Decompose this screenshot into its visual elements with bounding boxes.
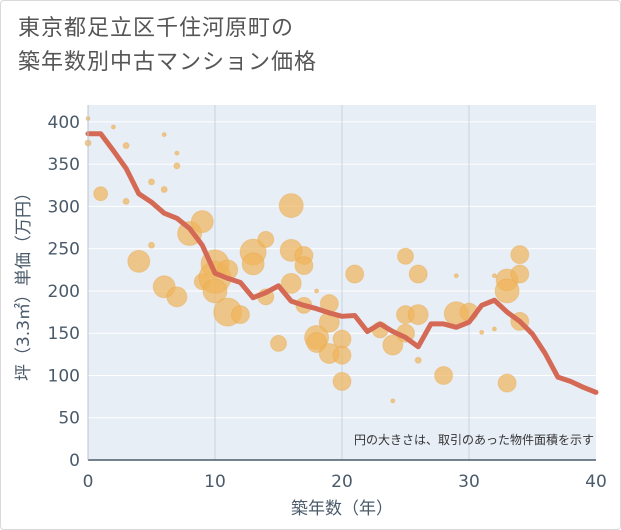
- y-tick-label: 400: [48, 113, 80, 133]
- bubble-point: [190, 210, 214, 234]
- x-axis-label: 築年数（年）: [291, 499, 393, 519]
- bubble-point: [497, 373, 517, 393]
- bubble-point: [122, 197, 130, 205]
- bubble-point: [314, 288, 320, 294]
- bubble-point: [280, 272, 302, 294]
- bubble-point: [148, 178, 155, 186]
- bubble-point: [270, 334, 287, 352]
- chart-title-line-2: 築年数別中古マンション価格: [18, 50, 318, 75]
- bubble-point: [148, 241, 155, 249]
- y-tick-label: 350: [48, 155, 80, 175]
- chart-title-line-1: 東京都足立区千住河原町の: [18, 16, 295, 41]
- bubble-point: [491, 326, 497, 332]
- bubble-point: [407, 304, 429, 326]
- bubble-point: [390, 398, 396, 404]
- y-tick-label: 250: [48, 240, 80, 260]
- bubble-size-note: 円の大きさは、取引のあった物件面積を示す: [354, 432, 594, 447]
- x-tick-label: 0: [83, 472, 94, 492]
- bubble-point: [382, 334, 404, 356]
- bubble-point: [173, 162, 181, 170]
- bubble-point: [491, 273, 497, 279]
- bubble-point: [408, 264, 428, 284]
- average-price-line: [85, 131, 599, 395]
- bubble-point: [161, 132, 167, 138]
- bubble-point: [202, 278, 228, 304]
- bubble-point: [414, 356, 422, 364]
- y-axis-label: 坪（3.3㎡）単価（万円）: [14, 184, 34, 381]
- bubble-point: [479, 329, 485, 335]
- x-tick-label: 30: [458, 472, 480, 492]
- y-tick-label: 100: [48, 366, 80, 386]
- bubble-point: [332, 371, 352, 391]
- bubble-point: [166, 286, 188, 308]
- bubble-point: [230, 305, 250, 325]
- y-tick-label: 50: [58, 409, 80, 429]
- y-tick-label: 300: [48, 197, 80, 217]
- bubble-point: [160, 186, 168, 194]
- bubble-point: [397, 247, 414, 265]
- bubble-point: [453, 273, 459, 279]
- y-tick-label: 150: [48, 324, 80, 344]
- bubble-point: [93, 186, 109, 202]
- axes: 0 50 100 150 200 250 300 350 400 0 10 20 30 40: [48, 105, 607, 492]
- chart-title: 東京都足立区千住河原町の 築年数別中古マンション価格: [18, 12, 317, 80]
- bubble-point: [345, 264, 365, 284]
- y-tick-label: 200: [48, 282, 80, 302]
- x-tick-label: 10: [204, 472, 226, 492]
- bubble-point: [174, 150, 180, 156]
- bubble-point: [257, 230, 275, 248]
- bubble-point: [127, 249, 151, 273]
- bubble-point: [510, 264, 530, 284]
- bubble-point: [110, 124, 116, 130]
- x-tick-label: 20: [331, 472, 353, 492]
- bubble-point: [278, 193, 304, 219]
- bubble-point: [494, 278, 520, 304]
- bubble-point: [510, 245, 530, 265]
- bubble-point: [241, 252, 265, 276]
- bubble-point: [332, 329, 352, 349]
- x-tick-label: 40: [585, 472, 607, 492]
- bubble-point: [332, 345, 352, 365]
- bubble-point: [434, 365, 454, 385]
- bubble-point: [122, 142, 130, 150]
- bubble-series: [84, 116, 530, 404]
- bubble-point: [294, 256, 314, 276]
- y-tick-label: 0: [69, 451, 80, 471]
